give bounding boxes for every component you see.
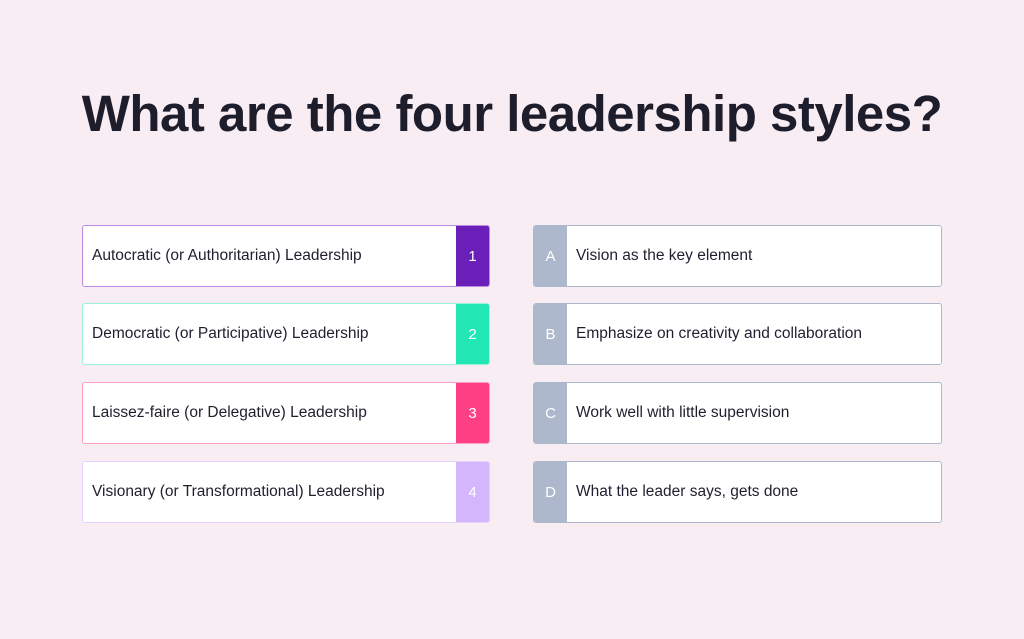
trait-letter-badge: C [534, 383, 567, 443]
trait-label: Vision as the key element [576, 247, 753, 264]
style-number-badge: 1 [456, 226, 489, 286]
style-label: Democratic (or Participative) Leadership [92, 325, 369, 342]
trait-letter-badge: D [534, 462, 567, 522]
trait-label: Emphasize on creativity and collaboratio… [576, 325, 863, 342]
trait-card-b[interactable]: B Emphasize on creativity and collaborat… [533, 303, 942, 365]
trait-letter-badge: A [534, 226, 567, 286]
style-label: Laissez-faire (or Delegative) Leadership [92, 404, 367, 421]
style-card-3[interactable]: Laissez-faire (or Delegative) Leadership… [82, 382, 490, 444]
style-number-badge: 4 [456, 462, 489, 522]
style-card-4[interactable]: Visionary (or Transformational) Leadersh… [82, 461, 490, 523]
page-title: What are the four leadership styles? [81, 85, 943, 142]
trait-label: Work well with little supervision [576, 404, 790, 421]
trait-card-d[interactable]: D What the leader says, gets done [533, 461, 942, 523]
style-number-badge: 3 [456, 383, 489, 443]
style-label: Visionary (or Transformational) Leadersh… [92, 483, 385, 500]
trait-card-c[interactable]: C Work well with little supervision [533, 382, 942, 444]
style-card-2[interactable]: Democratic (or Participative) Leadership… [82, 303, 490, 365]
trait-card-a[interactable]: A Vision as the key element [533, 225, 942, 287]
style-label: Autocratic (or Authoritarian) Leadership [92, 247, 362, 264]
trait-letter-badge: B [534, 304, 567, 364]
trait-label: What the leader says, gets done [576, 483, 799, 500]
style-card-1[interactable]: Autocratic (or Authoritarian) Leadership… [82, 225, 490, 287]
style-number-badge: 2 [456, 304, 489, 364]
